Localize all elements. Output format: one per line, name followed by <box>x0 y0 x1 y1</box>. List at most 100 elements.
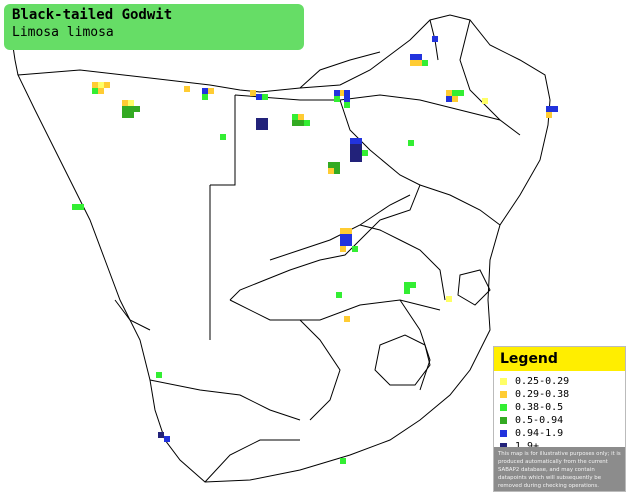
species-title-box: Black-tailed Godwit Limosa limosa <box>4 4 304 50</box>
record-cell <box>446 90 452 96</box>
record-cell <box>98 88 104 94</box>
record-cell <box>122 100 128 106</box>
record-cell <box>340 234 346 240</box>
record-cell <box>128 112 134 118</box>
record-cell <box>404 282 410 288</box>
species-scientific-name: Limosa limosa <box>12 25 114 40</box>
record-cell <box>262 118 268 124</box>
record-cell <box>432 36 438 42</box>
record-cell <box>304 120 310 126</box>
record-cell <box>128 106 134 112</box>
record-cell <box>298 114 304 120</box>
legend-row: 0.5-0.94 <box>500 414 625 427</box>
record-cell <box>482 98 488 104</box>
record-cell <box>346 228 352 234</box>
legend-heading: Legend <box>494 347 625 371</box>
legend-items: 0.25-0.29 0.29-0.38 0.38-0.5 0.5-0.94 0.… <box>494 371 625 453</box>
legend-swatch <box>500 417 507 424</box>
record-cell <box>164 436 170 442</box>
record-cell <box>128 100 134 106</box>
record-cell <box>356 138 362 144</box>
record-cell <box>410 60 416 66</box>
record-cell <box>350 156 356 162</box>
country-borders <box>11 14 551 483</box>
record-cell <box>452 90 458 96</box>
record-cell <box>122 106 128 112</box>
legend-row: 1.9+ <box>500 440 625 453</box>
record-cell <box>336 292 342 298</box>
legend-disclaimer: This map is for illustrative purposes on… <box>494 447 625 491</box>
record-cell <box>350 150 356 156</box>
record-cell <box>362 150 368 156</box>
legend-label: 0.25-0.29 <box>515 376 570 387</box>
legend-label: 0.38-0.5 <box>515 402 564 413</box>
record-cell <box>202 94 208 100</box>
record-cell <box>458 90 464 96</box>
legend-panel: Legend 0.25-0.29 0.29-0.38 0.38-0.5 0.5-… <box>493 346 626 492</box>
record-cell <box>352 246 358 252</box>
record-cell <box>202 88 208 94</box>
record-cell <box>292 114 298 120</box>
record-cell <box>262 94 268 100</box>
legend-row: 0.94-1.9 <box>500 427 625 440</box>
record-cell <box>344 102 350 108</box>
record-cell <box>72 204 78 210</box>
record-cell <box>334 162 340 168</box>
record-cell <box>356 144 362 150</box>
record-cell <box>416 54 422 60</box>
record-cell <box>220 134 226 140</box>
record-cell <box>446 96 452 102</box>
record-cell <box>404 288 410 294</box>
record-cell <box>408 140 414 146</box>
record-cell <box>356 156 362 162</box>
record-cells <box>72 36 558 464</box>
record-cell <box>340 228 346 234</box>
legend-row: 0.29-0.38 <box>500 388 625 401</box>
species-common-name: Black-tailed Godwit <box>12 7 173 23</box>
record-cell <box>334 168 340 174</box>
record-cell <box>328 168 334 174</box>
record-cell <box>344 96 350 102</box>
record-cell <box>356 150 362 156</box>
record-cell <box>344 316 350 322</box>
record-cell <box>340 246 346 252</box>
record-cell <box>546 106 552 112</box>
record-cell <box>208 88 214 94</box>
record-cell <box>350 138 356 144</box>
record-cell <box>122 112 128 118</box>
record-cell <box>78 204 84 210</box>
legend-swatch <box>500 430 507 437</box>
record-cell <box>328 162 334 168</box>
record-cell <box>334 90 340 96</box>
legend-swatch <box>500 378 507 385</box>
record-cell <box>340 458 346 464</box>
record-cell <box>350 144 356 150</box>
record-cell <box>552 106 558 112</box>
legend-swatch <box>500 443 507 450</box>
record-cell <box>92 88 98 94</box>
record-cell <box>156 372 162 378</box>
record-cell <box>98 82 104 88</box>
record-cell <box>410 282 416 288</box>
record-cell <box>346 240 352 246</box>
record-cell <box>334 96 340 102</box>
record-cell <box>298 120 304 126</box>
legend-row: 0.38-0.5 <box>500 401 625 414</box>
record-cell <box>452 96 458 102</box>
record-cell <box>104 82 110 88</box>
record-cell <box>416 60 422 66</box>
record-cell <box>184 86 190 92</box>
record-cell <box>410 54 416 60</box>
legend-row: 0.25-0.29 <box>500 375 625 388</box>
record-cell <box>546 112 552 118</box>
record-cell <box>256 118 262 124</box>
legend-label: 0.94-1.9 <box>515 428 564 439</box>
record-cell <box>446 296 452 302</box>
legend-swatch <box>500 404 507 411</box>
record-cell <box>250 90 256 96</box>
record-cell <box>340 90 346 96</box>
record-cell <box>422 60 428 66</box>
record-cell <box>262 124 268 130</box>
record-cell <box>256 124 262 130</box>
